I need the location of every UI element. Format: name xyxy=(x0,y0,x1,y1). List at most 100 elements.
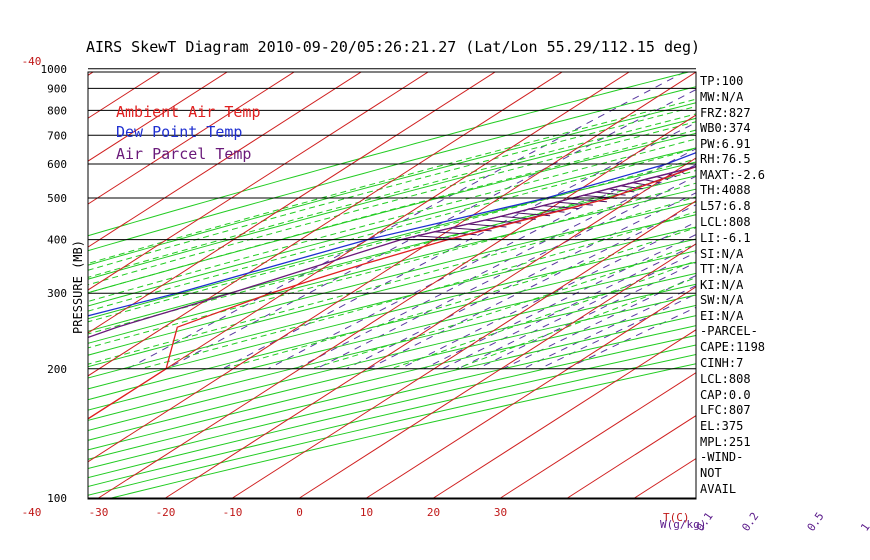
pressure-tick-label: 300 xyxy=(47,287,67,300)
cape-hatch-line xyxy=(861,116,870,119)
cape-hatch-line xyxy=(643,179,660,184)
cape-hatch-line xyxy=(761,144,780,147)
stat-si: SI:N/A xyxy=(700,247,744,261)
mixing-ratio-line xyxy=(442,243,696,370)
legend: Ambient Air Temp Dew Point Temp Air Parc… xyxy=(116,103,261,163)
isotherm-line xyxy=(88,72,496,334)
moist-adiabat-line xyxy=(310,243,696,370)
isotherm-line xyxy=(98,114,696,499)
pressure-tick-label: 200 xyxy=(47,363,67,376)
dry-adiabat-line xyxy=(88,117,696,280)
bottom-temp-tick-label: 0 xyxy=(296,506,303,519)
stat-lcl: LCL:808 xyxy=(700,215,751,229)
pressure-tick-label: 1000 xyxy=(41,63,68,76)
stat-wind-avail: AVAIL xyxy=(700,482,736,496)
dry-adiabat-line xyxy=(88,250,696,401)
legend-ambient: Ambient Air Temp xyxy=(116,103,261,121)
isotherm-line xyxy=(88,72,362,248)
stat-pw: PW:6.91 xyxy=(700,137,751,151)
mixing-ratio-line xyxy=(316,175,696,370)
moist-adiabat-line xyxy=(88,169,696,335)
isotherms xyxy=(88,72,696,499)
dry-adiabat-line xyxy=(88,188,696,344)
isotherm-line xyxy=(88,72,94,76)
isobars xyxy=(88,68,696,499)
cape-hatch-line xyxy=(835,122,857,125)
dry-adiabat-line xyxy=(88,315,696,460)
dry-adiabat-line xyxy=(88,147,696,307)
stats-panel: TP:100 MW:N/A FRZ:827 WB0:374 PW:6.91 RH… xyxy=(700,74,765,496)
mixing-ratio-line xyxy=(423,234,696,370)
mixing-ratio-line xyxy=(267,148,696,370)
x-mix-unit-label: W(g/kg) xyxy=(660,518,706,531)
bottom-temp-tick-label: -20 xyxy=(156,506,176,519)
dry-adiabat-line xyxy=(88,294,696,441)
stat-lfc: LFC:807 xyxy=(700,403,751,417)
cape-hatch-line xyxy=(754,146,771,149)
dry-adiabat-line xyxy=(88,261,696,411)
stat-frz: FRZ:827 xyxy=(700,106,751,120)
dry-adiabat-line xyxy=(88,214,696,368)
cape-hatch-line xyxy=(570,198,607,203)
dry-adiabat-line xyxy=(88,272,696,421)
stat-cape: CAPE:1198 xyxy=(700,340,765,354)
series-line xyxy=(88,165,696,420)
cape-hatch-line xyxy=(818,127,841,130)
stat-rh: RH:76.5 xyxy=(700,152,751,166)
isotherm-line xyxy=(88,72,429,291)
top-temp-tick-label: -40 xyxy=(22,55,42,68)
stat-mw: MW:N/A xyxy=(700,90,744,104)
isotherm-line xyxy=(88,72,228,162)
pressure-tick-label: 700 xyxy=(47,129,67,142)
moist-adiabat-line xyxy=(88,121,696,286)
cape-hatch-line xyxy=(826,125,849,128)
mixing-ratio-line xyxy=(457,251,696,370)
isotherm-line xyxy=(232,200,696,499)
cape-hatch-line xyxy=(619,185,643,190)
isotherm-line xyxy=(165,157,696,499)
isotherm-line xyxy=(366,286,696,499)
stat-ei: EI:N/A xyxy=(700,309,744,323)
dry-adiabat-line xyxy=(88,86,696,252)
isotherm-line xyxy=(299,243,696,499)
legend-dewpoint: Dew Point Temp xyxy=(116,123,242,141)
dry-adiabat-line xyxy=(88,201,696,356)
mixing-ratio-line xyxy=(166,88,696,370)
moist-adiabat-line xyxy=(88,113,696,278)
stat-l57: L57:6.8 xyxy=(700,199,751,213)
mixing-ratio-tick-label: 0.5 xyxy=(805,510,827,534)
dry-adiabat-line xyxy=(88,283,696,431)
mixing-ratio-line xyxy=(222,121,696,370)
isotherm-line xyxy=(88,72,696,463)
dry-adiabat-line xyxy=(88,238,696,390)
top-temp-labels: -120-110-100-90-80-70-60-50-40 xyxy=(22,55,42,68)
stat-maxt: MAXT:-2.6 xyxy=(700,168,765,182)
isotherm-line xyxy=(567,415,696,499)
mixing-ratio-lines xyxy=(127,72,696,370)
bottom-temp-tick-label: -10 xyxy=(223,506,243,519)
bottom-temp-tick-label: 20 xyxy=(427,506,440,519)
y-axis-label: PRESSURE (MB) xyxy=(71,240,85,334)
cape-hatch-line xyxy=(769,141,790,144)
cape-hatch-line xyxy=(776,139,799,142)
cape-hatch-line xyxy=(783,136,808,139)
isotherm-line xyxy=(88,72,563,377)
isotherm-line xyxy=(433,329,696,499)
mixing-ratio-line xyxy=(400,221,696,370)
pressure-tick-label: 900 xyxy=(47,82,67,95)
stat-tp: TP:100 xyxy=(700,74,743,88)
stat-parcel-lcl: LCL:808 xyxy=(700,372,751,386)
chart-title: AIRS SkewT Diagram 2010-09-20/05:26:21.2… xyxy=(86,38,700,56)
pressure-tick-label: 400 xyxy=(47,234,67,247)
moist-adiabat-line xyxy=(88,105,696,271)
mixing-ratio-line xyxy=(346,192,696,370)
isotherm-line xyxy=(88,72,295,205)
cape-hatch-line xyxy=(809,129,833,132)
mixing-ratio-line xyxy=(295,164,696,370)
pressure-tick-label: 800 xyxy=(47,104,67,117)
cape-hatch-line xyxy=(852,118,870,121)
cape-hatch-line xyxy=(791,134,816,137)
